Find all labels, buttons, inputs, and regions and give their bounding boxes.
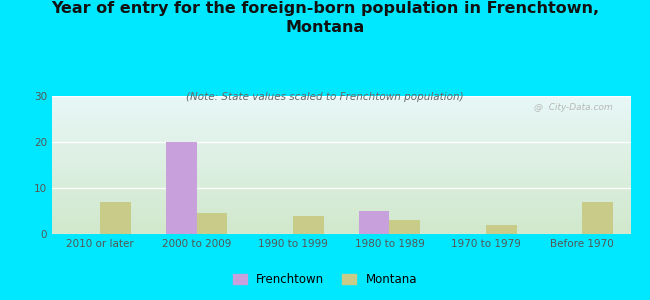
Bar xyxy=(359,211,389,234)
Bar xyxy=(100,202,131,234)
Text: @  City-Data.com: @ City-Data.com xyxy=(534,103,613,112)
Legend: Frenchtown, Montana: Frenchtown, Montana xyxy=(228,269,422,291)
Bar xyxy=(582,202,613,234)
Bar xyxy=(293,216,324,234)
Bar xyxy=(196,213,227,234)
Bar xyxy=(389,220,421,234)
Text: (Note: State values scaled to Frenchtown population): (Note: State values scaled to Frenchtown… xyxy=(186,92,464,101)
Bar xyxy=(486,225,517,234)
Text: Year of entry for the foreign-born population in Frenchtown,
Montana: Year of entry for the foreign-born popul… xyxy=(51,2,599,35)
Bar xyxy=(166,142,196,234)
